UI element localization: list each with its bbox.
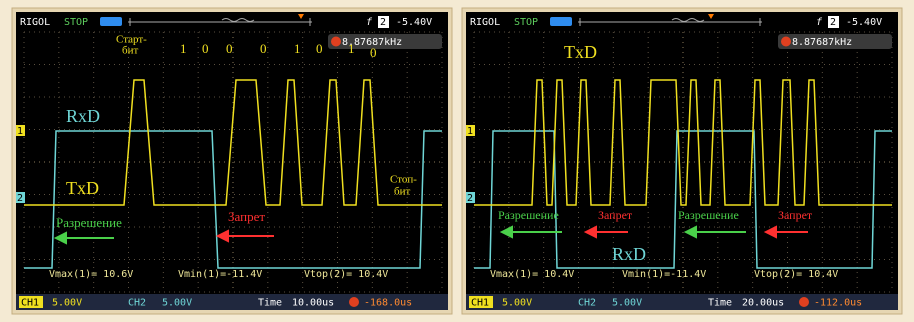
enable-label: Разрешение	[498, 208, 559, 222]
stop-bit-label: Стоп-	[390, 174, 417, 186]
trigger-offset-icon	[799, 297, 809, 307]
trigger-level: -5.40V	[846, 17, 882, 28]
measurement: Vtop(2)= 10.4V	[304, 269, 388, 280]
status: STOP	[514, 17, 538, 28]
time-label: Time	[258, 298, 282, 309]
display	[466, 12, 898, 310]
stop-bit-label: бит	[394, 186, 410, 198]
time-scale: 20.00us	[742, 298, 784, 309]
ch1-scale: 5.00V	[52, 298, 82, 309]
frequency-icon	[781, 37, 791, 47]
trigger-offset-icon	[349, 297, 359, 307]
bit: 1	[294, 41, 301, 56]
disable-label: Запрет	[778, 208, 813, 222]
frequency-icon	[331, 37, 341, 47]
txd-label: TxD	[564, 42, 597, 62]
bit: 0	[226, 41, 233, 56]
ch2-label: CH2	[128, 298, 146, 309]
ch2-scale: 5.00V	[612, 298, 642, 309]
ch1-scale: 5.00V	[502, 298, 532, 309]
disable-label: Запрет	[228, 209, 265, 224]
ch2-label: CH2	[578, 298, 596, 309]
enable-label: Разрешение	[678, 208, 739, 222]
bit: 1	[180, 41, 187, 56]
memory-icon	[100, 17, 122, 26]
brand: RIGOL	[20, 17, 50, 28]
bit: 0	[202, 41, 209, 56]
ch1-marker: 1	[467, 126, 473, 137]
screenshot: RIGOL STOP f 2 -5.40V 8.87687kHz 1 2 Ста…	[0, 0, 914, 322]
measurement: Vmax(1)= 10.4V	[490, 269, 574, 280]
ch1-marker: 1	[17, 126, 23, 137]
bit: 0	[260, 41, 267, 56]
measurement: Vtop(2)= 10.4V	[754, 269, 838, 280]
frequency: 8.87687kHz	[792, 37, 852, 48]
page: Oscilloscope screenshots {"screens": [ {…	[0, 0, 914, 322]
measurement: Vmin(1)=-11.4V	[178, 269, 262, 280]
measurement: Vmax(1)= 10.6V	[49, 269, 133, 280]
ch1-label: CH1	[471, 298, 489, 309]
disable-label: Запрет	[598, 208, 633, 222]
time-label: Time	[708, 298, 732, 309]
trigger-slope: f	[816, 17, 823, 28]
trigger-source: 2	[380, 17, 386, 28]
status: STOP	[64, 17, 88, 28]
scope-screen: RIGOL STOP f 2 -5.40V 8.87687kHz 1 2 Ста…	[12, 8, 452, 314]
body: RIGOL STOP f 2 -5.40V 8.87687kHz 1 2 Ста…	[0, 0, 914, 322]
enable-label: Разрешение	[56, 215, 122, 230]
rxd-label: RxD	[612, 244, 646, 264]
scope-screen: RIGOL STOP f 2 -5.40V 8.87687kHz 1 2 TxD…	[462, 8, 902, 314]
brand: RIGOL	[470, 17, 500, 28]
bit: 0	[316, 41, 323, 56]
trigger-slope: f	[366, 17, 373, 28]
txd-label: TxD	[66, 178, 99, 198]
ch2-marker: 2	[17, 193, 23, 204]
memory-icon	[550, 17, 572, 26]
bit: 1	[348, 41, 355, 56]
ch2-marker: 2	[467, 193, 473, 204]
display	[16, 12, 448, 310]
ch1-label: CH1	[21, 298, 39, 309]
bit: 0	[370, 45, 377, 60]
time-scale: 10.00us	[292, 298, 334, 309]
rxd-label: RxD	[66, 106, 100, 126]
trigger-offset: -112.0us	[814, 298, 862, 309]
trigger-source: 2	[830, 17, 836, 28]
trigger-level: -5.40V	[396, 17, 432, 28]
measurement: Vmin(1)=-11.4V	[622, 269, 706, 280]
trigger-offset: -168.0us	[364, 298, 412, 309]
ch2-scale: 5.00V	[162, 298, 192, 309]
start-bit-label: бит	[122, 45, 138, 57]
